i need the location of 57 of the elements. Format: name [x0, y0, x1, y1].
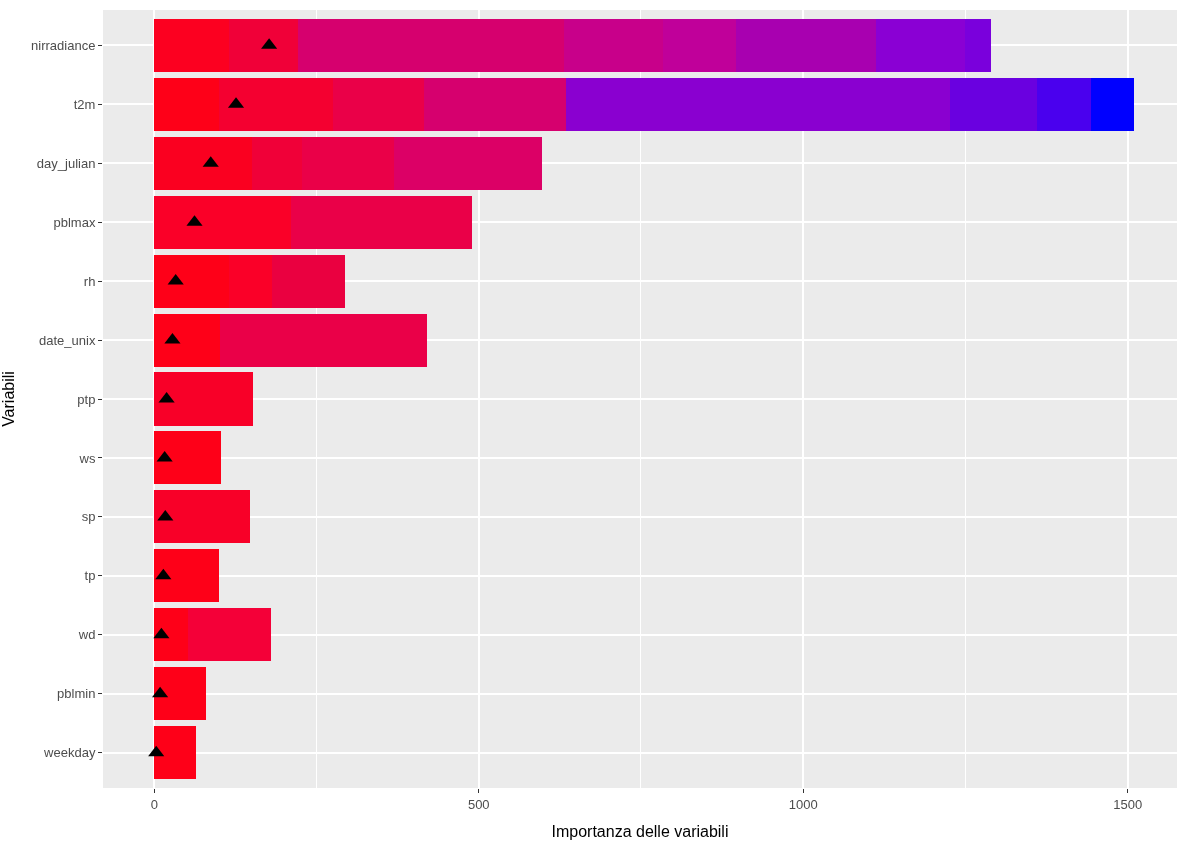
y-tick-label: pblmin [57, 686, 96, 702]
y-tick-label: t2m [73, 96, 96, 112]
bar [218, 77, 334, 131]
bar [663, 18, 737, 72]
bar [154, 490, 251, 544]
x-tick-label: 1000 [788, 796, 818, 812]
bar [736, 18, 876, 72]
bar [875, 18, 965, 72]
bar [154, 313, 220, 367]
bar [154, 254, 229, 308]
y-tick-label: wd [77, 627, 96, 643]
point [156, 450, 173, 462]
bar [423, 77, 567, 131]
y-tick-label: date_unix [39, 332, 96, 348]
y-tick-label: tp [84, 568, 96, 584]
bar [228, 18, 298, 72]
bar [154, 549, 219, 603]
y-tick-label: pblmax [53, 214, 96, 230]
bar [563, 18, 664, 72]
y-tick-label: sp [81, 509, 96, 525]
y-tick-label: weekday [43, 745, 96, 761]
y-tick-label: ptp [77, 391, 96, 407]
bar [394, 136, 542, 190]
point [157, 509, 174, 521]
point [148, 745, 165, 757]
x-tick-label: 0 [150, 796, 158, 812]
bar [154, 431, 222, 485]
bar [1036, 77, 1091, 131]
bar [949, 77, 1037, 131]
bar [333, 77, 424, 131]
bar [566, 77, 950, 131]
y-tick-label: day_julian [36, 155, 96, 171]
y-axis-title: Variabili [0, 371, 17, 427]
x-axis-title: Importanza delle variabili [551, 823, 729, 841]
bar [154, 608, 189, 662]
bar [154, 136, 252, 190]
bar [154, 18, 229, 72]
bar [251, 136, 302, 190]
bar [964, 18, 991, 72]
bar [301, 136, 395, 190]
bar [154, 726, 196, 780]
bar [271, 254, 346, 308]
x-tick-label: 1500 [1113, 796, 1143, 812]
bar [154, 77, 219, 131]
bar [188, 608, 272, 662]
bar [1090, 77, 1134, 131]
point [155, 568, 172, 580]
point [152, 686, 169, 698]
bar [228, 254, 272, 308]
point [153, 627, 170, 639]
y-tick-label: nirradiance [31, 37, 96, 53]
y-tick-label: ws [78, 450, 96, 466]
y-tick-label: rh [83, 273, 96, 289]
bar [154, 195, 292, 249]
bar [154, 667, 207, 721]
bar [154, 372, 253, 426]
x-tick-label: 500 [467, 796, 490, 812]
